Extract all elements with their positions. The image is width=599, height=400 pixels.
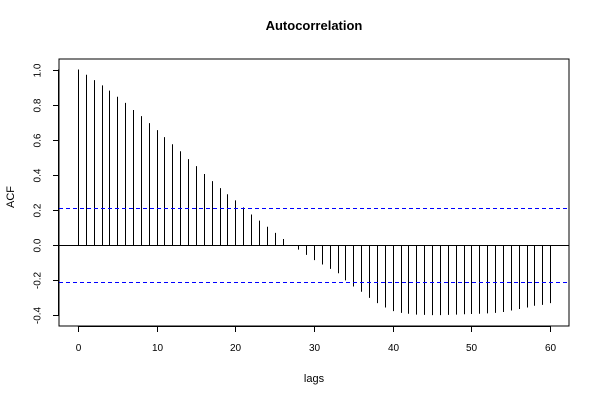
x-tick-label-40: 40 — [388, 343, 400, 354]
x-tick-label-60: 60 — [545, 343, 557, 354]
y-tick-label-0.4: 0.4 — [33, 168, 44, 182]
x-tick-label-30: 30 — [309, 343, 321, 354]
x-tick-label-10: 10 — [152, 343, 164, 354]
reference-lines — [59, 208, 569, 283]
x-tick-label-20: 20 — [230, 343, 242, 354]
plot-frame — [58, 58, 570, 327]
y-tick-label-0.0: 0.0 — [33, 238, 44, 252]
x-axis-title: lags — [304, 373, 325, 385]
y-axis-title: ACF — [5, 186, 17, 208]
y-tick-label-0.2: 0.2 — [33, 203, 44, 217]
y-tick-label-0.8: 0.8 — [33, 98, 44, 112]
acf-bars — [78, 69, 551, 316]
y-tick-label-1.0: 1.0 — [33, 63, 44, 77]
x-tick-label-50: 50 — [466, 343, 478, 354]
y-tick-label-0.6: 0.6 — [33, 133, 44, 147]
y-axis: -0.4 -0.2 0.0 0.2 0.4 0.6 0.8 1.0 — [33, 63, 59, 324]
x-axis: 0 10 20 30 40 50 60 — [76, 326, 557, 354]
chart-title: Autocorrelation — [266, 18, 363, 33]
x-tick-label-0: 0 — [76, 343, 82, 354]
y-tick-label--0.2: -0.2 — [33, 271, 44, 289]
y-tick-label--0.4: -0.4 — [33, 306, 44, 324]
